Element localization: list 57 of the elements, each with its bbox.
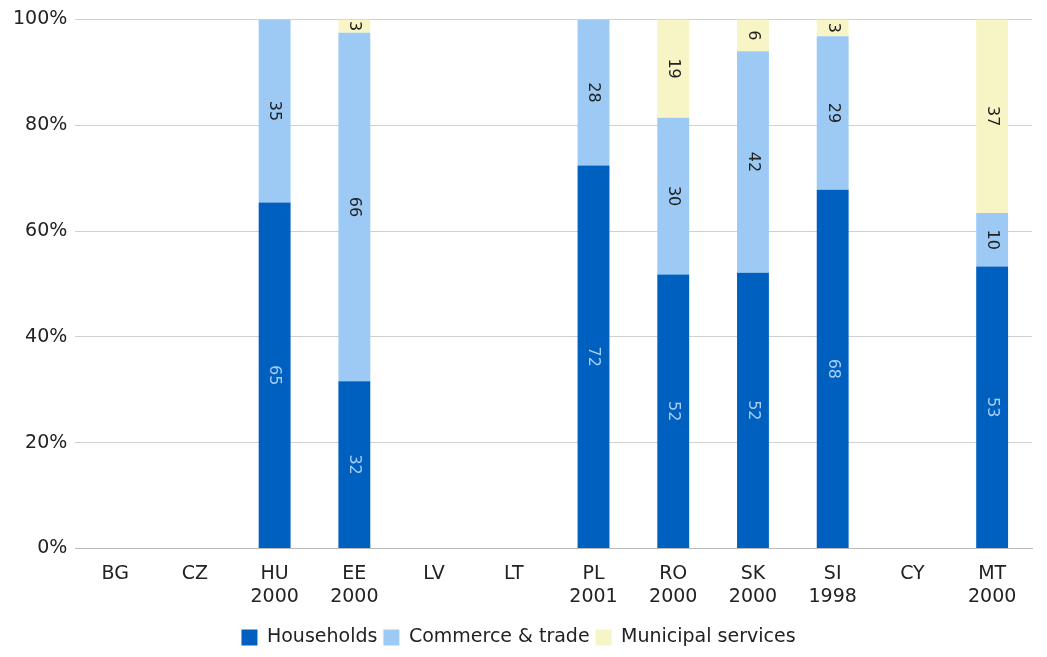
x-tick-label: HU 2000 — [250, 560, 299, 606]
data-label: 35 — [266, 100, 286, 122]
y-tick-label: 80% — [25, 112, 68, 135]
x-tick-label: PL 2001 — [569, 560, 618, 606]
data-label: 52 — [665, 400, 685, 422]
data-label: 28 — [585, 82, 605, 103]
data-label: 32 — [346, 454, 366, 475]
data-label: 19 — [665, 58, 685, 79]
bar — [737, 272, 769, 548]
data-label: 10 — [983, 229, 1003, 250]
x-tick-label: EE 2000 — [330, 560, 379, 606]
data-label: 29 — [824, 102, 844, 124]
legend-label: Municipal services — [621, 624, 796, 647]
data-label: 42 — [744, 151, 764, 173]
legend-label: Households — [266, 624, 378, 647]
y-tick-label: 60% — [25, 217, 68, 240]
bar — [258, 202, 291, 548]
data-label: 53 — [983, 396, 1003, 418]
bar — [577, 165, 610, 548]
x-tick-label: SI 1998 — [808, 560, 857, 606]
legend-label: Commerce & trade — [408, 624, 590, 647]
x-tick-label: BG — [101, 560, 129, 583]
x-tick-label: LT — [504, 560, 524, 583]
bar — [338, 381, 371, 548]
bar — [657, 117, 690, 275]
data-label: 65 — [266, 364, 286, 386]
data-label: 68 — [824, 358, 844, 379]
x-tick-label: SK 2000 — [728, 560, 778, 606]
y-tick-label: 100% — [12, 6, 68, 29]
data-label: 3 — [346, 20, 366, 32]
data-label: 6 — [744, 30, 764, 41]
x-tick-label: MT 2000 — [967, 560, 1017, 606]
y-tick-label: 20% — [25, 429, 68, 452]
bar — [816, 189, 849, 548]
bar — [976, 213, 1009, 267]
bar — [737, 19, 769, 52]
bar — [976, 266, 1009, 548]
data-label: 30 — [665, 185, 685, 207]
data-label: 66 — [346, 196, 366, 218]
x-tick-label: CZ — [181, 560, 209, 583]
data-label: 52 — [744, 400, 764, 421]
bar — [258, 19, 291, 203]
data-label: 3 — [824, 22, 844, 33]
bar — [816, 36, 849, 190]
bar — [657, 274, 690, 548]
data-label: 72 — [585, 346, 605, 367]
x-tick-label: LV — [423, 560, 445, 583]
bar — [976, 19, 1009, 214]
bar — [657, 19, 690, 118]
bar — [338, 32, 371, 382]
bar — [737, 51, 769, 273]
x-tick-label: RO 2000 — [649, 560, 698, 606]
x-tick-label: CY — [900, 560, 926, 583]
bar — [577, 19, 610, 166]
data-label: 37 — [983, 106, 1003, 127]
y-tick-label: 0% — [37, 535, 68, 558]
y-tick-label: 40% — [25, 323, 68, 346]
